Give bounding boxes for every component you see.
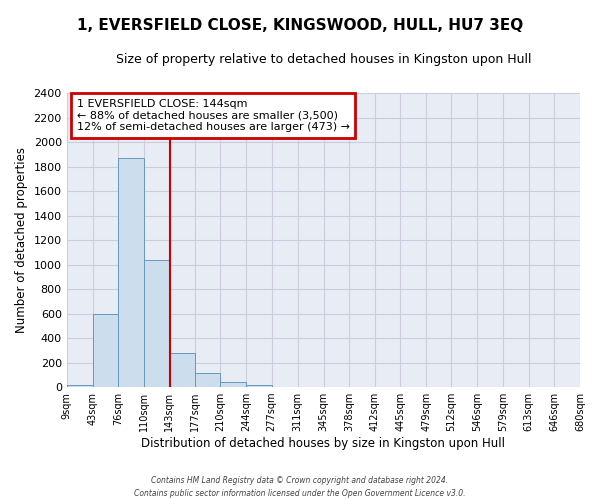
Bar <box>220 382 247 387</box>
X-axis label: Distribution of detached houses by size in Kingston upon Hull: Distribution of detached houses by size … <box>142 437 505 450</box>
Bar <box>144 260 169 387</box>
Bar <box>247 384 272 387</box>
Bar <box>92 314 118 387</box>
Title: Size of property relative to detached houses in Kingston upon Hull: Size of property relative to detached ho… <box>116 52 531 66</box>
Bar <box>195 373 220 387</box>
Bar <box>169 353 195 387</box>
Bar <box>118 158 144 387</box>
Text: 1 EVERSFIELD CLOSE: 144sqm
← 88% of detached houses are smaller (3,500)
12% of s: 1 EVERSFIELD CLOSE: 144sqm ← 88% of deta… <box>77 99 350 132</box>
Y-axis label: Number of detached properties: Number of detached properties <box>15 147 28 333</box>
Text: 1, EVERSFIELD CLOSE, KINGSWOOD, HULL, HU7 3EQ: 1, EVERSFIELD CLOSE, KINGSWOOD, HULL, HU… <box>77 18 523 32</box>
Text: Contains HM Land Registry data © Crown copyright and database right 2024.
Contai: Contains HM Land Registry data © Crown c… <box>134 476 466 498</box>
Bar <box>67 384 92 387</box>
